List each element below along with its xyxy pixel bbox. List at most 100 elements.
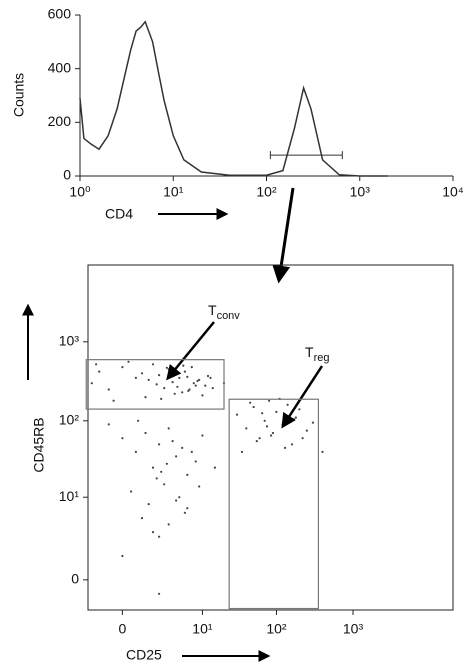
point <box>198 485 201 488</box>
point <box>165 462 168 465</box>
point <box>188 388 191 391</box>
point <box>144 431 147 435</box>
point <box>160 470 163 473</box>
point <box>201 434 204 437</box>
x-tick-label: 0 <box>118 621 126 637</box>
point <box>163 483 166 486</box>
point <box>261 412 264 415</box>
point <box>165 366 168 369</box>
point <box>284 446 287 449</box>
point <box>301 437 304 440</box>
x-axis-label: CD25 <box>126 647 162 663</box>
point <box>90 382 93 385</box>
x-tick-label: 10³ <box>343 621 364 637</box>
point <box>298 408 301 411</box>
point <box>194 384 197 387</box>
point <box>137 419 140 422</box>
point <box>192 382 195 385</box>
point <box>167 523 170 526</box>
point <box>235 413 239 416</box>
point <box>160 397 163 400</box>
point <box>178 496 181 499</box>
y-tick-label: 400 <box>48 59 72 75</box>
point <box>252 405 255 409</box>
y-tick-label: 0 <box>71 571 79 587</box>
x-axis-label: CD4 <box>105 206 133 222</box>
point <box>107 423 110 426</box>
point <box>130 490 133 493</box>
x-tick-label: 10⁴ <box>442 184 464 200</box>
point <box>187 389 190 392</box>
point <box>175 455 178 458</box>
point <box>171 440 174 443</box>
y-tick-label: 0 <box>63 167 71 183</box>
point <box>134 450 137 453</box>
point <box>158 592 161 595</box>
point <box>305 429 308 432</box>
point <box>270 434 273 437</box>
point <box>171 381 174 384</box>
point <box>268 399 271 402</box>
point <box>294 416 297 419</box>
point <box>183 511 186 514</box>
point <box>249 401 252 404</box>
arrow <box>272 187 295 284</box>
point <box>190 450 193 453</box>
y-tick-label: 600 <box>48 6 72 22</box>
point <box>147 503 150 506</box>
point <box>140 372 144 375</box>
y-tick-label: 10³ <box>59 333 80 349</box>
point <box>245 427 248 430</box>
point <box>98 370 101 373</box>
point <box>286 403 289 406</box>
point <box>265 425 269 428</box>
point <box>95 363 98 366</box>
point <box>158 374 161 377</box>
x-tick-label: 10² <box>266 621 287 637</box>
gate <box>85 359 225 410</box>
point <box>175 499 178 502</box>
point <box>194 460 197 463</box>
x-tick-label: 10¹ <box>163 184 184 200</box>
point <box>147 378 150 381</box>
point <box>121 366 124 369</box>
y-tick-label: 10² <box>59 412 80 428</box>
point <box>182 364 185 367</box>
points <box>90 360 324 595</box>
point <box>121 437 124 440</box>
point <box>158 535 161 538</box>
point <box>258 437 261 440</box>
point <box>198 378 201 381</box>
point <box>255 440 258 443</box>
histogram-line <box>79 20 388 177</box>
point <box>275 410 278 413</box>
point <box>183 370 186 373</box>
point <box>213 466 216 469</box>
point <box>155 477 158 480</box>
point <box>151 466 155 469</box>
point <box>151 531 155 534</box>
point <box>127 360 130 363</box>
point <box>186 507 189 510</box>
annotation: Treg <box>305 344 329 364</box>
point <box>292 418 296 421</box>
point <box>271 431 275 435</box>
x-tick-label: 10² <box>256 184 277 200</box>
point <box>204 384 207 387</box>
x-tick-label: 10⁰ <box>69 184 91 200</box>
point <box>196 379 199 383</box>
point <box>311 421 314 424</box>
y-tick-label: 200 <box>48 113 72 129</box>
point <box>134 376 137 379</box>
gate-marker <box>269 151 343 160</box>
plot-frame <box>87 264 454 611</box>
point <box>144 396 147 399</box>
point <box>163 387 166 390</box>
point <box>290 443 294 446</box>
point <box>263 419 266 422</box>
x-tick-label: 10¹ <box>192 621 213 637</box>
annotation-subscript: reg <box>314 352 330 364</box>
point <box>167 427 170 430</box>
x-tick-label: 10³ <box>350 184 371 200</box>
